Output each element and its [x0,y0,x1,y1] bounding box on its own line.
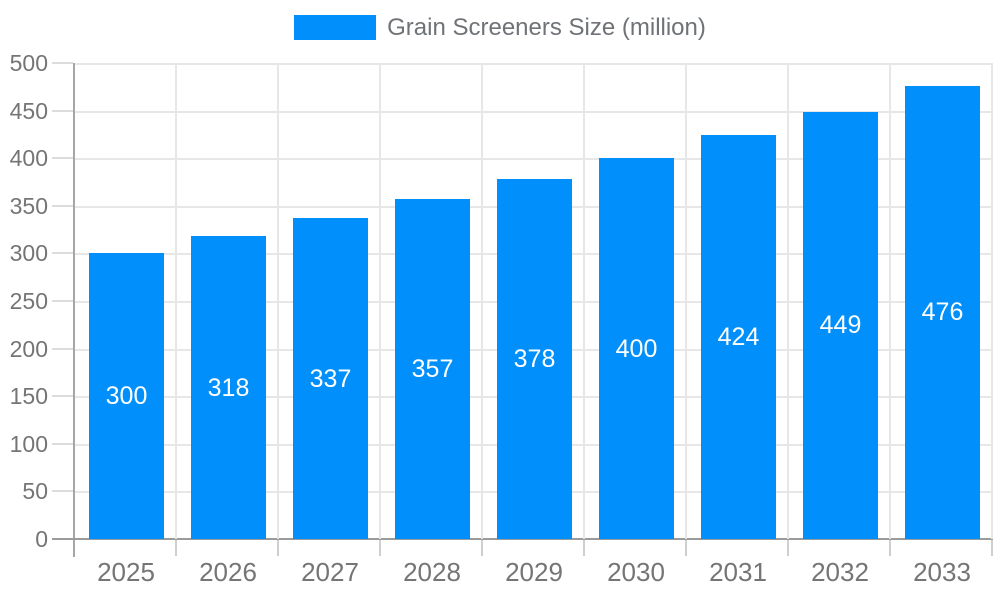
bar-value-label: 337 [309,365,352,393]
y-axis-tick [52,62,73,64]
x-axis-tick [583,539,585,556]
y-axis-tick [52,205,73,207]
bar-2030[interactable] [599,158,674,539]
bar-2031[interactable] [701,135,776,539]
legend-label: Grain Screeners Size (million) [387,14,706,41]
gridline-vertical [685,63,687,539]
y-axis-label: 350 [9,193,48,219]
gridline-horizontal [75,63,993,65]
x-axis-label: 2026 [199,557,257,587]
plot-area: 300 318 337 357 378 400 424 449 476 [75,63,993,539]
x-axis-tick [787,539,789,556]
gridline-vertical [481,63,483,539]
gridline-horizontal [75,158,993,160]
x-axis-label: 2028 [403,557,461,587]
gridline-vertical [379,63,381,539]
y-axis-label: 50 [22,478,48,504]
y-axis-tick [52,110,73,112]
x-axis-label: 2032 [811,557,869,587]
y-axis-tick [52,252,73,254]
gridline-vertical [277,63,279,539]
bar-value-label: 449 [819,311,862,339]
x-axis-tick [379,539,381,556]
bar-2032[interactable] [803,112,878,539]
bar-value-label: 300 [105,382,148,410]
x-axis-tick [991,539,993,556]
gridline-vertical [787,63,789,539]
y-axis-tick [52,157,73,159]
bar-2025[interactable] [89,253,164,539]
bar-2028[interactable] [395,199,470,539]
bar-value-label: 400 [615,335,658,363]
gridline-vertical [991,63,993,539]
bar-2029[interactable] [497,179,572,539]
legend[interactable]: Grain Screeners Size (million) [0,15,1000,40]
y-axis-label: 250 [9,288,48,314]
y-axis-tick [52,443,73,445]
bar-value-label: 378 [513,345,556,373]
x-axis-tick [175,539,177,556]
y-axis-label: 100 [9,431,48,457]
x-axis-label: 2031 [709,557,767,587]
bar-2026[interactable] [191,236,266,539]
bar-value-label: 357 [411,355,454,383]
x-axis-tick [889,539,891,556]
x-axis-tick [277,539,279,556]
legend-swatch-icon [294,15,377,40]
y-axis-label: 450 [9,98,48,124]
bar-value-label: 318 [207,374,250,402]
x-axis-label: 2025 [97,557,155,587]
x-axis-tick [685,539,687,556]
gridline-vertical [889,63,891,539]
y-axis-label: 500 [9,50,48,76]
x-axis-tick [481,539,483,556]
y-axis-tick [52,348,73,350]
gridline-vertical [583,63,585,539]
y-axis-tick [52,490,73,492]
y-axis-label: 150 [9,383,48,409]
x-axis-label: 2030 [607,557,665,587]
bar-2027[interactable] [293,218,368,539]
bar-value-label: 424 [717,323,760,351]
gridline-vertical [175,63,177,539]
y-axis-label: 0 [35,526,48,552]
x-axis-label: 2027 [301,557,359,587]
y-axis-label: 400 [9,145,48,171]
x-axis-label: 2033 [913,557,971,587]
y-axis-label: 300 [9,240,48,266]
bar-value-label: 476 [921,298,964,326]
x-axis-line [52,538,993,540]
y-axis-tick [52,395,73,397]
y-axis-label: 200 [9,336,48,362]
y-axis-tick [52,300,73,302]
y-axis-line [73,63,75,557]
bar-2033[interactable] [905,86,980,539]
x-axis-label: 2029 [505,557,563,587]
gridline-horizontal [75,111,993,113]
